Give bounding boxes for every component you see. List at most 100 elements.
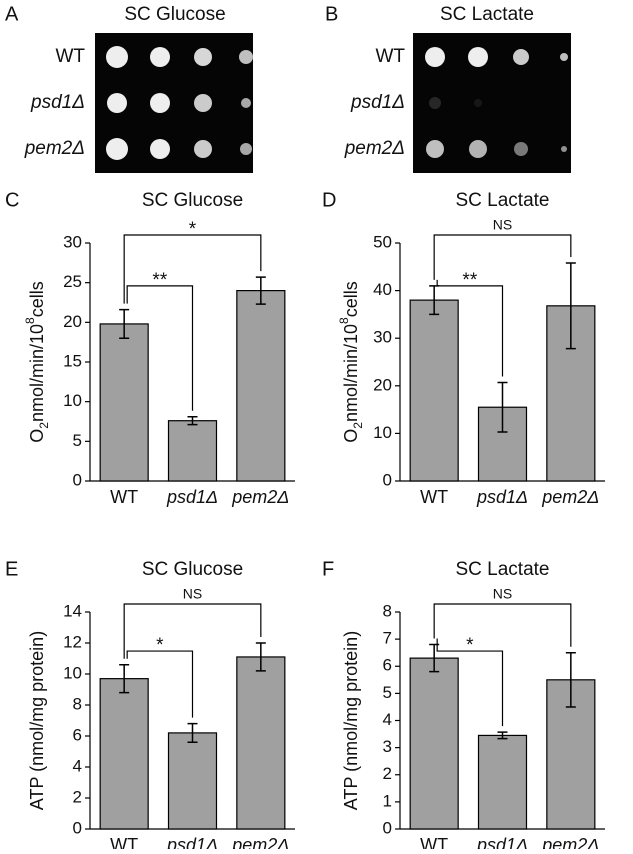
x-tick-label: psd1Δ: [476, 835, 528, 849]
panel-label: B: [325, 3, 338, 25]
row-label: psd1Δ: [30, 92, 85, 113]
y-axis-label: O2nmol/min/108cells: [23, 281, 51, 442]
y-tick-label: 0: [73, 818, 82, 837]
y-tick-label: 20: [373, 375, 392, 394]
colony-spot: [106, 46, 128, 68]
colony-spot: [513, 49, 529, 65]
y-axis-label: ATP (nmol/mg protein): [27, 631, 47, 810]
significance-label: NS: [493, 586, 512, 602]
significance-bracket: [123, 234, 262, 304]
error-bar: [255, 642, 266, 672]
y-axis-label-part: nmol/min/10: [341, 324, 361, 422]
colony-spot: [239, 50, 253, 64]
y-tick-label: 5: [383, 683, 392, 702]
colony-spot: [514, 142, 528, 156]
x-tick-label: WT: [420, 835, 448, 849]
colony-spot: [426, 140, 444, 158]
significance-label: **: [152, 270, 167, 291]
error-bar: [187, 415, 198, 426]
colony-spot: [150, 139, 170, 159]
colony-spot: [561, 146, 567, 152]
colony-spot: [468, 47, 488, 67]
x-tick-label: pem2Δ: [231, 835, 289, 849]
row-label: WT: [375, 46, 405, 67]
colony-spot: [474, 99, 482, 107]
panel-label: C: [5, 189, 19, 211]
significance-bracket: [123, 603, 262, 659]
y-axis-label: ATP (nmol/mg protein): [341, 631, 361, 810]
colony-spot: [425, 47, 445, 67]
y-tick-label: 40: [373, 280, 392, 299]
y-tick-label: 4: [73, 756, 82, 775]
significance-label: *: [189, 219, 197, 240]
bar: [236, 290, 286, 482]
y-tick-label: 14: [63, 601, 82, 620]
y-axis-label-part: 8: [23, 317, 37, 324]
y-tick-label: 12: [63, 632, 82, 651]
row-label: WT: [55, 46, 85, 67]
significance-label: *: [466, 635, 474, 656]
error-bar: [255, 276, 266, 305]
y-tick-label: 3: [383, 737, 392, 756]
panel-label: F: [322, 558, 334, 580]
bar: [167, 420, 218, 482]
y-tick-label: 25: [63, 272, 82, 291]
bar: [477, 734, 528, 830]
significance-bracket: [433, 603, 572, 647]
error-bar: [119, 308, 130, 339]
colony-spot: [106, 138, 128, 160]
y-tick-label: 10: [373, 423, 392, 442]
x-tick-label: pem2Δ: [541, 835, 599, 849]
y-tick-label: 10: [63, 663, 82, 682]
colony-spot: [469, 140, 487, 158]
panel-label: E: [5, 558, 18, 580]
y-tick-label: 4: [383, 710, 392, 729]
error-bar: [565, 262, 576, 350]
y-axis-label-part: O: [27, 429, 47, 443]
y-axis-label-part: nmol/min/10: [27, 324, 47, 422]
y-tick-label: 7: [383, 629, 392, 648]
y-axis-label-part: cells: [27, 281, 47, 317]
error-bar: [497, 731, 508, 740]
significance-bracket: [126, 650, 194, 718]
bar: [99, 678, 149, 830]
y-axis-label: O2nmol/min/108cells: [337, 281, 365, 442]
error-bar: [187, 722, 198, 743]
colony-spot: [194, 94, 212, 112]
colony-spot: [429, 97, 441, 109]
bar: [236, 656, 286, 830]
y-axis-label-part: 2: [37, 422, 51, 429]
y-axis-label-part: ATP (nmol/mg protein): [341, 631, 361, 810]
significance-bracket: [433, 234, 572, 280]
colony-spot: [150, 93, 170, 113]
significance-label: **: [462, 270, 477, 291]
colony-spot: [241, 98, 251, 108]
x-tick-label: WT: [110, 487, 138, 507]
x-tick-label: psd1Δ: [166, 835, 218, 849]
y-tick-label: 6: [383, 656, 392, 675]
x-tick-label: psd1Δ: [166, 487, 218, 507]
x-tick-label: pem2Δ: [231, 487, 289, 507]
error-bar: [497, 381, 508, 433]
y-tick-label: 2: [73, 787, 82, 806]
chart-title: SC Glucose: [142, 559, 243, 580]
y-axis-label-part: ATP (nmol/mg protein): [27, 631, 47, 810]
y-axis-label-part: 2: [351, 422, 365, 429]
y-tick-label: 8: [73, 694, 82, 713]
plate-title: SC Lactate: [440, 4, 534, 25]
x-tick-label: psd1Δ: [476, 487, 528, 507]
y-tick-label: 0: [383, 470, 392, 489]
row-label: psd1Δ: [350, 92, 405, 113]
bar: [167, 732, 218, 830]
y-tick-label: 20: [63, 312, 82, 331]
x-tick-label: pem2Δ: [541, 487, 599, 507]
error-bar: [119, 663, 130, 694]
y-axis-label-part: 8: [337, 317, 351, 324]
y-tick-label: 6: [73, 725, 82, 744]
significance-label: *: [156, 635, 164, 656]
y-axis-label-part: O: [341, 429, 361, 443]
significance-label: NS: [493, 217, 512, 233]
plate-title: SC Glucose: [124, 4, 225, 25]
colony-spot: [150, 47, 170, 67]
